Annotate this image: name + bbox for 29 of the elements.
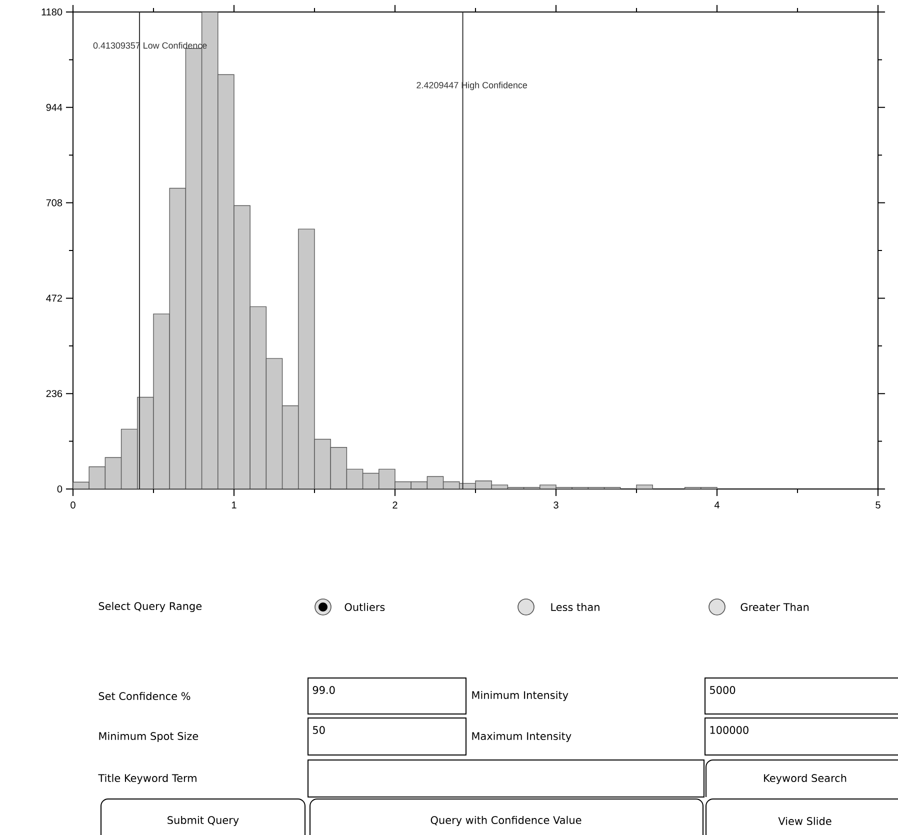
- text: Keyword Search: [764, 774, 846, 784]
- text: Outliers: [344, 602, 385, 612]
- text: Maximum Intensity: [472, 732, 572, 742]
- text: Submit Query: [168, 816, 239, 826]
- x-tick-label: 0: [70, 502, 76, 509]
- x-tick-label: 3: [554, 502, 558, 509]
- y-tick-label: 472: [46, 294, 62, 302]
- x-tick-label: 2: [392, 502, 398, 508]
- text: Greater Than: [740, 602, 809, 612]
- y-tick-label: 0: [57, 485, 62, 493]
- text: Less than: [551, 602, 600, 612]
- text: Title Keyword Term: [98, 774, 196, 784]
- y-tick-label: 236: [46, 390, 62, 398]
- text: Query with Confidence Value: [430, 816, 582, 826]
- x-tick-label: 5: [876, 502, 880, 508]
- x-tick-label: 4: [714, 502, 720, 508]
- text: Minimum Intensity: [472, 690, 568, 702]
- text: 99.0: [312, 686, 335, 694]
- y-tick-label: 1180: [42, 8, 62, 16]
- text: Set Confidence %: [98, 692, 190, 700]
- text: Minimum Spot Size: [99, 732, 198, 742]
- y-tick-label: 708: [46, 199, 62, 206]
- text: 100000: [710, 726, 748, 734]
- text: View Slide: [778, 816, 832, 826]
- text: 5000: [710, 686, 736, 694]
- text: 50: [313, 726, 325, 734]
- text: Select Query Range: [98, 602, 202, 612]
- y-tick-label: 944: [46, 104, 62, 111]
- x-tick-label: 1: [232, 502, 236, 508]
